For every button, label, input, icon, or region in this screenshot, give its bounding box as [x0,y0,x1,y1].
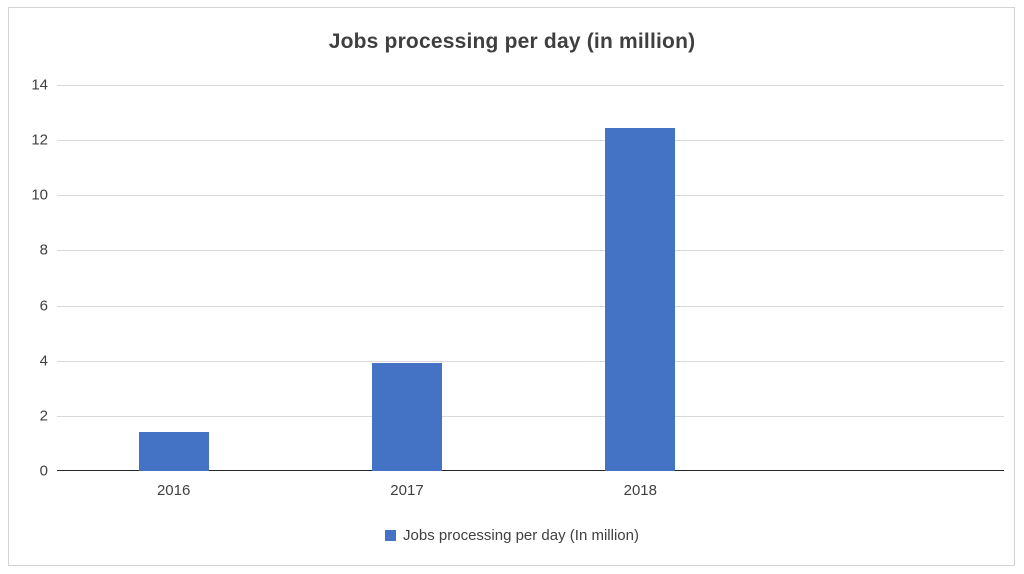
x-axis-labels: 2016 2017 2018 [57,482,757,499]
bar-2018 [605,127,676,471]
gridline [57,250,1004,252]
legend-label: Jobs processing per day (In million) [403,527,639,544]
gridline [57,195,1004,197]
bar-slot [57,85,290,471]
legend: Jobs processing per day (In million) [0,527,1024,544]
bar-slot [524,85,757,471]
x-tick-label: 2018 [623,482,657,499]
plot-area [57,85,1004,471]
gridline [57,360,1004,362]
y-tick-label: 8 [39,241,48,259]
x-axis-line [57,470,1004,471]
gridline [57,415,1004,417]
y-tick-label: 0 [39,462,48,480]
gridline [57,85,1004,86]
gridline [57,305,1004,307]
bar-2016 [138,432,209,471]
x-tick-label: 2017 [390,482,424,499]
y-tick-label: 12 [31,131,48,149]
y-tick-label: 14 [31,76,48,94]
gridline [57,140,1004,142]
legend-swatch-icon [385,530,397,541]
y-axis-labels: 0 2 4 6 8 10 12 14 [0,77,48,480]
chart-frame [8,7,1015,566]
bar-series [57,85,757,471]
y-tick-label: 6 [39,297,48,315]
y-tick-label: 2 [39,407,48,425]
chart-title: Jobs processing per day (in million) [328,30,696,53]
bar-slot [290,85,523,471]
y-tick-label: 4 [39,352,48,370]
y-tick-label: 10 [31,186,48,204]
bar-2017 [371,363,442,471]
x-tick-label: 2016 [156,482,191,499]
